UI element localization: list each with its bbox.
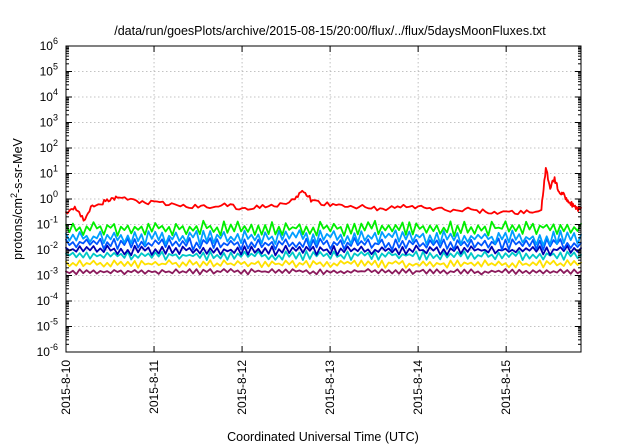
y-tick-label: 103 (40, 113, 58, 130)
y-tick-label: 106 (40, 36, 58, 53)
y-tick-base: 10 (40, 192, 54, 206)
y-tick-exponent: 0 (53, 189, 58, 199)
y-tick-label: 10-3 (37, 266, 58, 283)
y-tick-base: 10 (40, 141, 54, 155)
y-tick-exponent: -3 (50, 266, 58, 276)
y-tick-exponent: -4 (50, 291, 58, 301)
y-tick-base: 10 (37, 320, 51, 334)
y-tick-label: 10-6 (37, 342, 58, 359)
series-line (65, 219, 582, 237)
y-axis-label: protons/cm2-s-sr-MeV (9, 137, 25, 259)
y-tick-exponent: -5 (50, 317, 58, 327)
y-tick-base: 10 (40, 39, 54, 53)
x-tick-labels: 2015-8-10 2015-8-11 2015-8-12 2015-8-13 2015… (59, 360, 513, 415)
ticks (65, 45, 581, 353)
y-tick-labels: 10-610-510-410-310-210-11001011021031041… (37, 36, 58, 359)
y-tick-base: 10 (37, 218, 51, 232)
x-tick-label: 2015-8-12 (235, 360, 249, 415)
series-line (65, 229, 582, 247)
y-tick-exponent: -1 (50, 215, 58, 225)
y-tick-exponent: -2 (50, 240, 58, 250)
x-tick-label: 2015-8-11 (147, 360, 161, 414)
y-tick-base: 10 (40, 116, 54, 130)
y-tick-label: 101 (40, 164, 58, 181)
series-line (65, 268, 582, 276)
series-line (65, 244, 582, 257)
y-tick-label: 10-1 (37, 215, 58, 232)
y-tick-label: 100 (40, 189, 58, 206)
y-tick-label: 104 (40, 87, 58, 104)
grid (66, 46, 581, 352)
y-tick-exponent: 5 (53, 62, 58, 72)
y-axis-label-sup: 2 (9, 193, 19, 198)
x-tick-label: 2015-8-13 (323, 360, 337, 415)
y-tick-label: 10-5 (37, 317, 58, 334)
y-tick-base: 10 (37, 294, 51, 308)
series-line (65, 259, 582, 269)
y-tick-exponent: 2 (53, 138, 58, 148)
x-axis-label: Coordinated Universal Time (UTC) (227, 430, 419, 444)
series-layer (65, 167, 582, 276)
x-tick-label: 2015-8-15 (499, 360, 513, 415)
series-line (65, 167, 582, 222)
y-tick-base: 10 (37, 345, 51, 359)
y-tick-base: 10 (37, 269, 51, 283)
y-tick-label: 105 (40, 62, 58, 79)
y-tick-exponent: -6 (50, 342, 58, 352)
y-tick-base: 10 (37, 243, 51, 257)
y-tick-label: 102 (40, 138, 58, 155)
x-tick-label: 2015-8-10 (59, 360, 73, 415)
chart-title: /data/run/goesPlots/archive/2015-08-15/2… (114, 24, 546, 38)
y-tick-exponent: 4 (53, 87, 58, 97)
y-tick-exponent: 6 (53, 36, 58, 46)
y-tick-base: 10 (40, 65, 54, 79)
x-tick-label: 2015-8-14 (411, 360, 425, 415)
y-tick-exponent: 3 (53, 113, 58, 123)
y-tick-base: 10 (40, 167, 54, 181)
y-tick-exponent: 1 (53, 164, 58, 174)
y-tick-base: 10 (40, 90, 54, 104)
y-axis-label-post: -s-sr-MeV (11, 137, 25, 193)
y-tick-label: 10-2 (37, 240, 58, 257)
series-line (65, 250, 582, 261)
y-tick-label: 10-4 (37, 291, 58, 308)
y-axis-label-pre: protons/cm (11, 198, 25, 260)
